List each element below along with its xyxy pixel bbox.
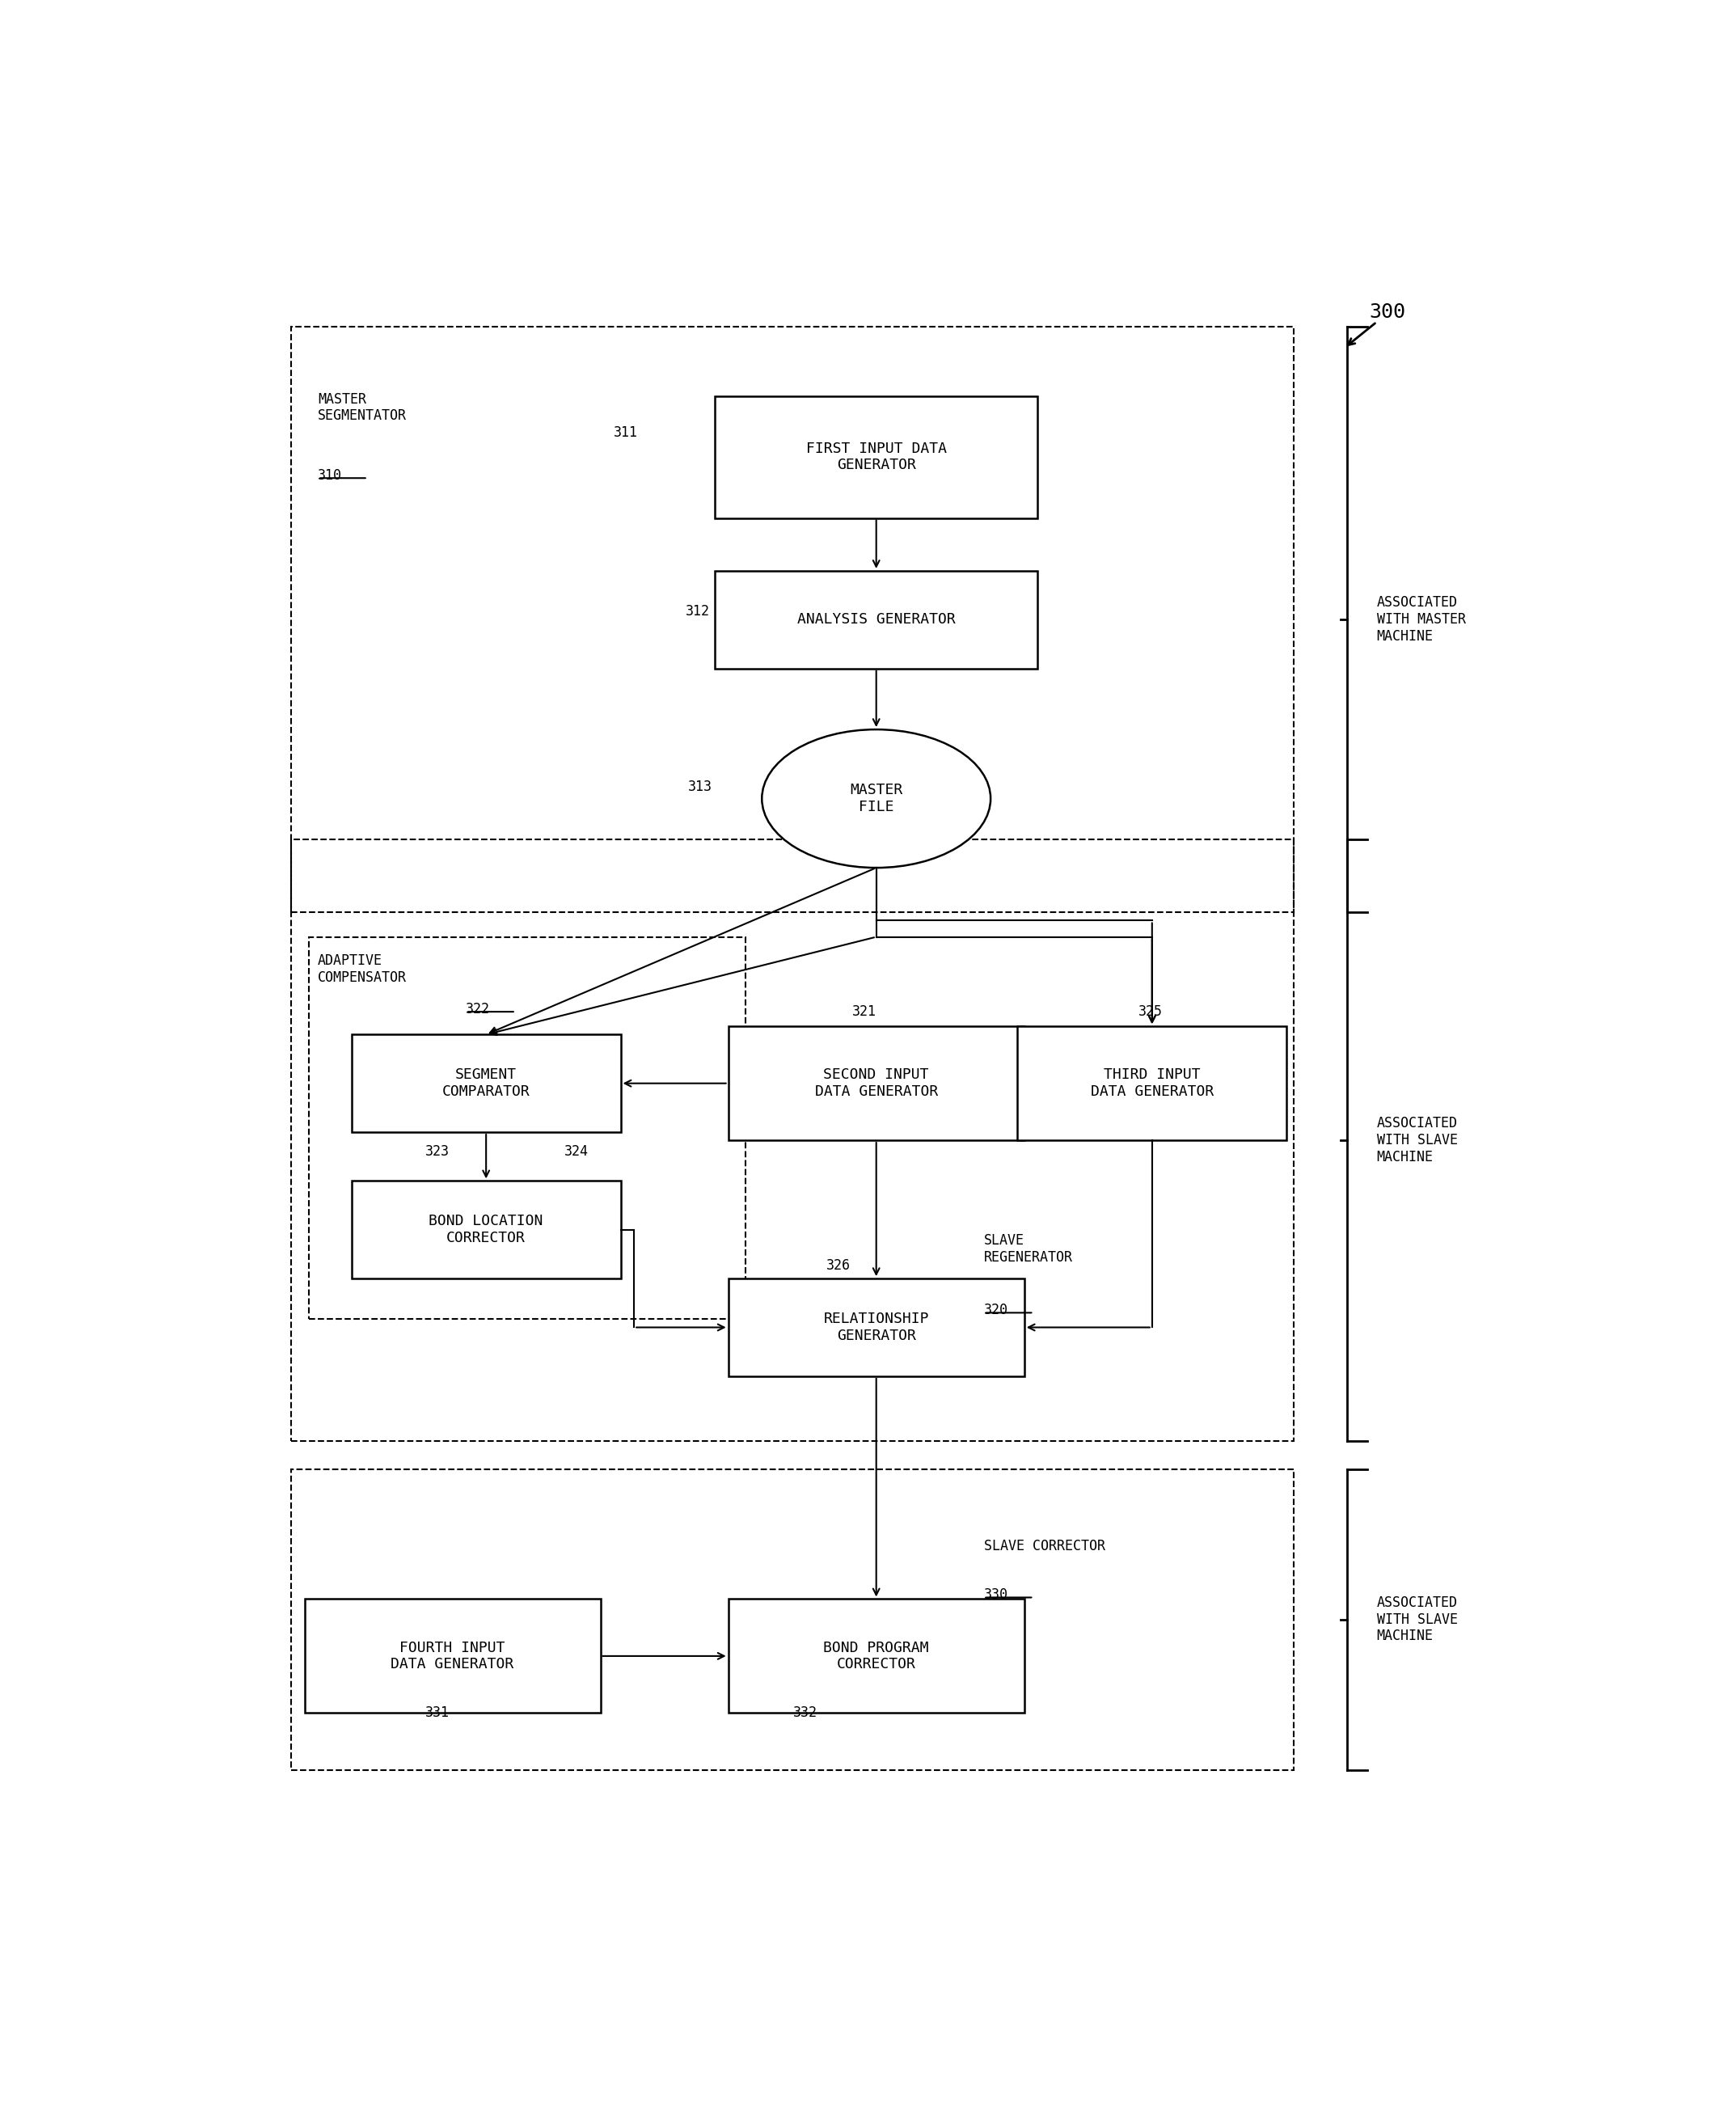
Text: BOND LOCATION
CORRECTOR: BOND LOCATION CORRECTOR (429, 1215, 543, 1245)
Text: ASSOCIATED
WITH SLAVE
MACHINE: ASSOCIATED WITH SLAVE MACHINE (1377, 1116, 1458, 1164)
Text: 320: 320 (984, 1304, 1009, 1319)
Ellipse shape (762, 729, 991, 868)
Text: BOND PROGRAM
CORRECTOR: BOND PROGRAM CORRECTOR (823, 1640, 929, 1671)
Bar (292, 839, 1293, 1441)
Text: 324: 324 (564, 1145, 589, 1158)
Text: 300: 300 (1370, 302, 1406, 321)
Text: MASTER
SEGMENTATOR: MASTER SEGMENTATOR (318, 391, 406, 423)
Text: 321: 321 (852, 1004, 877, 1018)
Text: 323: 323 (425, 1145, 450, 1158)
Text: 322: 322 (465, 1002, 490, 1016)
Text: SECOND INPUT
DATA GENERATOR: SECOND INPUT DATA GENERATOR (814, 1067, 937, 1099)
Text: 332: 332 (793, 1705, 818, 1720)
Text: SEGMENT
COMPARATOR: SEGMENT COMPARATOR (443, 1067, 529, 1099)
Text: FIRST INPUT DATA
GENERATOR: FIRST INPUT DATA GENERATOR (806, 442, 946, 473)
Text: 311: 311 (615, 425, 639, 440)
Text: MASTER
FILE: MASTER FILE (851, 784, 903, 814)
Bar (304, 1600, 601, 1714)
Text: ADAPTIVE
COMPENSATOR: ADAPTIVE COMPENSATOR (318, 953, 406, 985)
Text: FOURTH INPUT
DATA GENERATOR: FOURTH INPUT DATA GENERATOR (391, 1640, 514, 1671)
Bar (351, 1035, 621, 1133)
Bar (715, 395, 1038, 518)
Text: ASSOCIATED
WITH SLAVE
MACHINE: ASSOCIATED WITH SLAVE MACHINE (1377, 1595, 1458, 1644)
Bar (292, 328, 1293, 913)
Bar (351, 1181, 621, 1278)
Text: SLAVE CORRECTOR: SLAVE CORRECTOR (984, 1538, 1106, 1553)
Text: 331: 331 (425, 1705, 450, 1720)
Text: 330: 330 (984, 1587, 1009, 1602)
Bar (715, 571, 1038, 668)
Text: THIRD INPUT
DATA GENERATOR: THIRD INPUT DATA GENERATOR (1090, 1067, 1213, 1099)
Bar (729, 1027, 1024, 1141)
Text: RELATIONSHIP
GENERATOR: RELATIONSHIP GENERATOR (823, 1312, 929, 1344)
Text: SLAVE
REGENERATOR: SLAVE REGENERATOR (984, 1234, 1073, 1264)
Text: ANALYSIS GENERATOR: ANALYSIS GENERATOR (797, 613, 955, 628)
Text: 313: 313 (687, 780, 712, 794)
Bar (729, 1278, 1024, 1376)
Bar (729, 1600, 1024, 1714)
Bar (309, 936, 746, 1319)
Bar (292, 1469, 1293, 1771)
Text: 310: 310 (318, 469, 342, 484)
Text: 326: 326 (826, 1257, 851, 1272)
Bar (1017, 1027, 1286, 1141)
Text: ASSOCIATED
WITH MASTER
MACHINE: ASSOCIATED WITH MASTER MACHINE (1377, 596, 1465, 644)
Text: 312: 312 (686, 604, 710, 619)
Text: 325: 325 (1139, 1004, 1163, 1018)
